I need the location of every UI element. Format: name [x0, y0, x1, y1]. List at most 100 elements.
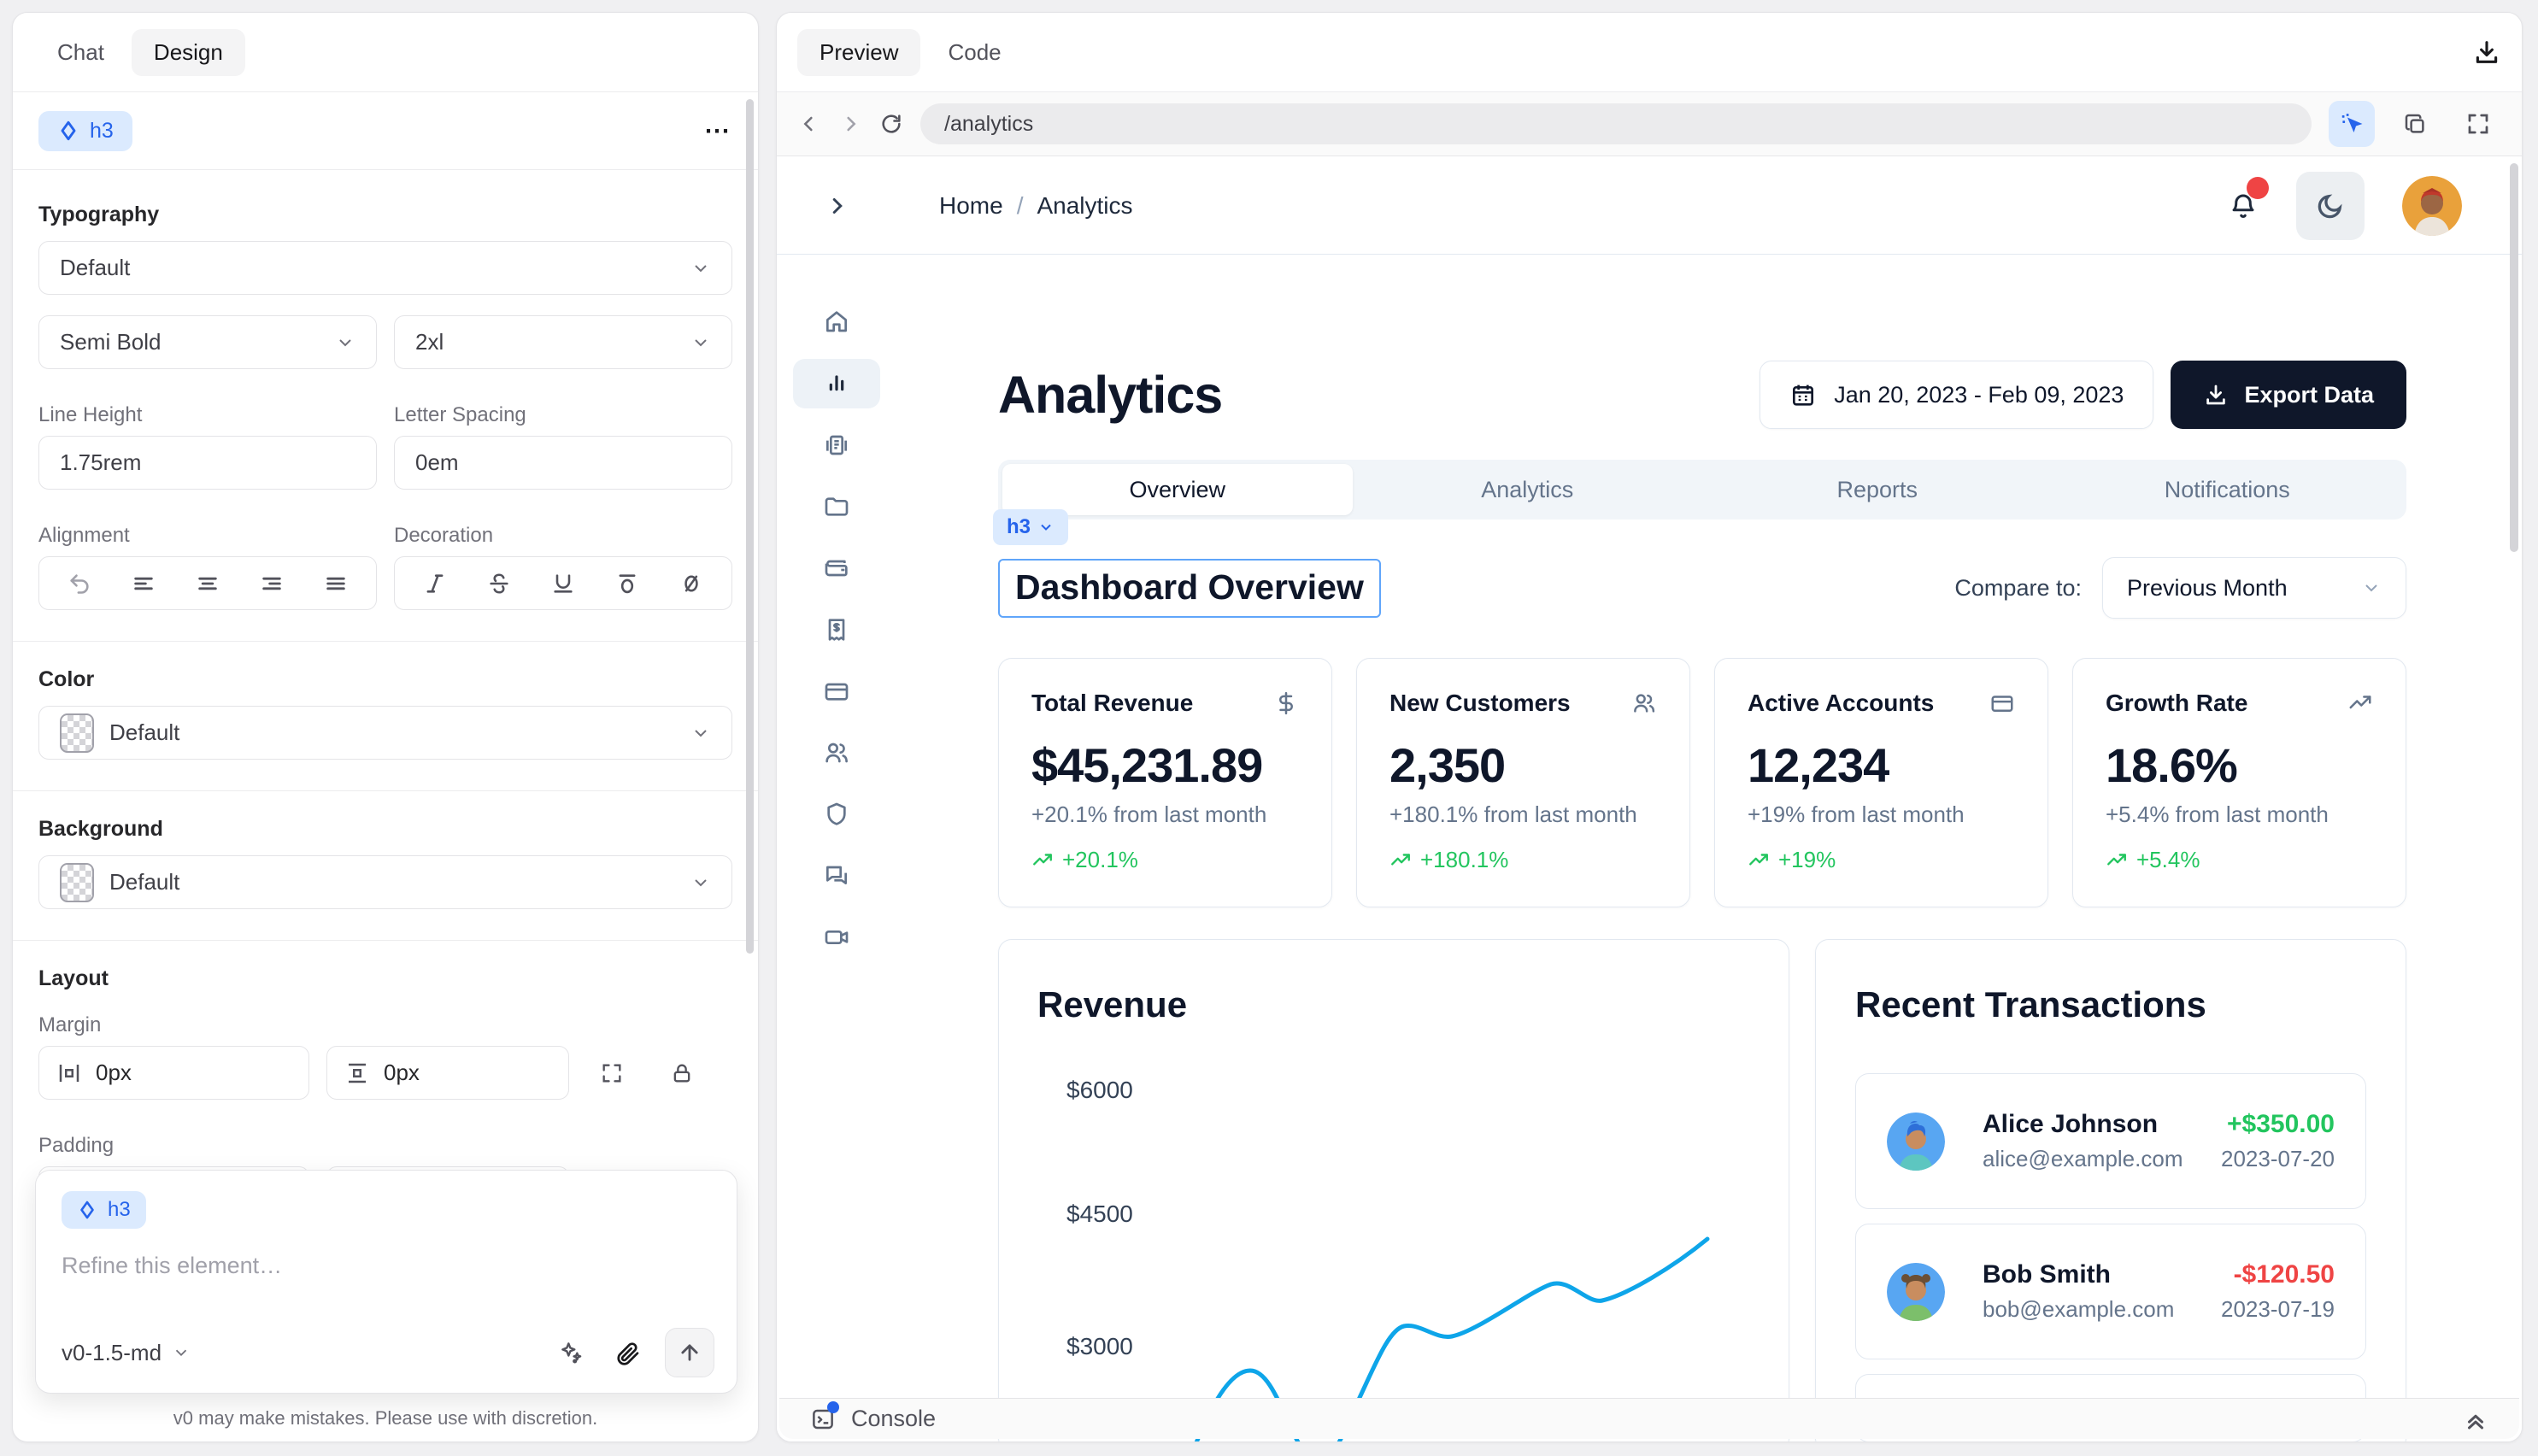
margin-x-input[interactable]: 0px	[38, 1046, 309, 1100]
chevron-down-icon	[690, 332, 711, 353]
sidebar-item-video[interactable]	[793, 913, 880, 962]
model-select[interactable]: v0-1.5-md	[62, 1340, 191, 1366]
fullscreen-icon[interactable]	[2455, 101, 2501, 147]
inspect-cursor-button[interactable]	[2329, 101, 2375, 147]
tab-overview[interactable]: Overview	[1002, 464, 1353, 515]
sidebar-item-invoices[interactable]	[793, 420, 880, 470]
transaction-amount: -$120.50	[2233, 1260, 2335, 1289]
background-select[interactable]: Default	[38, 855, 732, 909]
align-right-icon[interactable]	[260, 572, 284, 596]
align-justify-icon[interactable]	[324, 572, 348, 596]
undo-icon[interactable]	[68, 572, 91, 596]
tab-notifications[interactable]: Notifications	[2164, 476, 2290, 502]
paperclip-icon[interactable]	[614, 1339, 641, 1366]
sidebar-item-analytics[interactable]	[793, 359, 880, 408]
line-height-input[interactable]: 1.75rem	[38, 436, 377, 490]
sidebar-item-wallet[interactable]	[793, 543, 880, 593]
tab-analytics[interactable]: Analytics	[1481, 476, 1574, 502]
url-input[interactable]: /analytics	[920, 103, 2312, 144]
section-title-selected[interactable]: Dashboard Overview	[998, 558, 1381, 618]
shield-icon	[827, 802, 846, 825]
underline-icon[interactable]	[551, 572, 575, 596]
color-select[interactable]: Default	[38, 706, 732, 760]
line-height-label: Line Height	[38, 403, 143, 426]
tab-design[interactable]: Design	[131, 28, 245, 76]
sidebar-item-receipts[interactable]	[793, 605, 880, 655]
no-decoration-icon[interactable]	[679, 572, 703, 596]
app-header: Home / Analytics	[777, 157, 2522, 255]
sidebar-item-messages[interactable]	[793, 851, 880, 901]
sidebar-item-security[interactable]	[793, 790, 880, 839]
left-scrollbar[interactable]	[746, 99, 754, 954]
forward-icon[interactable]	[838, 112, 862, 136]
sparkles-icon[interactable]	[557, 1339, 585, 1366]
trending-up-icon	[2347, 690, 2373, 716]
expand-icon[interactable]	[600, 1061, 624, 1085]
send-button[interactable]	[665, 1328, 714, 1377]
download-icon[interactable]	[2472, 38, 2501, 67]
chevron-down-icon	[690, 723, 711, 743]
console-icon	[810, 1400, 839, 1432]
tab-chat[interactable]: Chat	[57, 38, 104, 65]
composer-input[interactable]: Refine this element…	[62, 1253, 283, 1278]
italic-icon[interactable]	[423, 572, 447, 596]
receipt-icon	[828, 619, 845, 641]
font-size-select[interactable]: 2xl	[394, 315, 732, 369]
decoration-label: Decoration	[394, 524, 494, 547]
chevron-down-icon	[2361, 578, 2382, 598]
alignment-label: Alignment	[38, 524, 130, 547]
refresh-icon[interactable]	[879, 112, 903, 136]
compare-select[interactable]: Previous Month	[2102, 557, 2406, 619]
sidebar-item-cards[interactable]	[793, 666, 880, 716]
align-left-icon[interactable]	[132, 572, 156, 596]
strikethrough-icon[interactable]	[487, 572, 511, 596]
revenue-chart-card: Revenue $6000 $4500 $3000	[998, 939, 1789, 1441]
transaction-row[interactable]: Alice Johnson alice@example.com +$350.00…	[1855, 1073, 2366, 1209]
letter-spacing-input[interactable]: 0em	[394, 436, 732, 490]
tab-code[interactable]: Code	[948, 38, 1002, 65]
credit-card-icon	[825, 683, 849, 701]
align-center-icon[interactable]	[196, 572, 220, 596]
y-tick: $6000	[1066, 1077, 1133, 1103]
back-icon[interactable]	[797, 112, 821, 136]
chevrons-up-icon[interactable]	[2463, 1406, 2488, 1432]
tab-reports[interactable]: Reports	[1836, 476, 1918, 502]
more-options-icon[interactable]: ⋯	[704, 116, 732, 145]
y-tick: $3000	[1066, 1333, 1133, 1359]
browser-toolbar: /analytics	[777, 92, 2522, 156]
notifications-bell-button[interactable]	[2228, 176, 2269, 221]
inspected-element-chip[interactable]: h3	[993, 509, 1069, 545]
date-range-button[interactable]: Jan 20, 2023 - Feb 09, 2023	[1760, 361, 2154, 429]
y-tick: $4500	[1066, 1201, 1133, 1227]
trending-up-icon	[2106, 849, 2128, 872]
font-family-select[interactable]: Default	[38, 241, 732, 295]
lock-icon[interactable]	[670, 1061, 694, 1085]
sidebar-item-files[interactable]	[793, 482, 880, 531]
user-avatar[interactable]	[2402, 175, 2462, 236]
transaction-amount: +$350.00	[2227, 1110, 2335, 1138]
moon-icon	[2318, 193, 2342, 218]
color-heading: Color	[38, 667, 95, 691]
copy-icon[interactable]	[2392, 101, 2438, 147]
composer-element-chip[interactable]: h3	[62, 1191, 146, 1229]
breadcrumb-home[interactable]: Home	[939, 191, 1003, 219]
transaction-row[interactable]: Bob Smith bob@example.com -$120.50 2023-…	[1855, 1224, 2366, 1359]
color-swatch	[60, 713, 94, 753]
preview-tab-bar: Preview Code	[777, 13, 2522, 92]
font-weight-select[interactable]: Semi Bold	[38, 315, 377, 369]
chevron-down-icon	[690, 872, 711, 893]
sidebar-toggle-icon[interactable]	[825, 193, 850, 219]
tab-preview[interactable]: Preview	[797, 28, 921, 76]
overline-icon[interactable]	[615, 572, 639, 596]
element-badge[interactable]: h3	[38, 110, 132, 151]
bar-chart-icon	[829, 375, 844, 391]
export-data-button[interactable]: Export Data	[2171, 361, 2406, 429]
margin-y-input[interactable]: 0px	[326, 1046, 569, 1100]
sidebar-item-home[interactable]	[793, 297, 880, 347]
dark-mode-toggle[interactable]	[2296, 171, 2365, 240]
sidebar-item-customers[interactable]	[793, 728, 880, 778]
preview-scrollbar[interactable]	[2510, 163, 2518, 552]
console-bar[interactable]: Console	[779, 1398, 2519, 1439]
transaction-date: 2023-07-19	[2221, 1296, 2335, 1322]
trending-up-icon	[1031, 849, 1054, 872]
